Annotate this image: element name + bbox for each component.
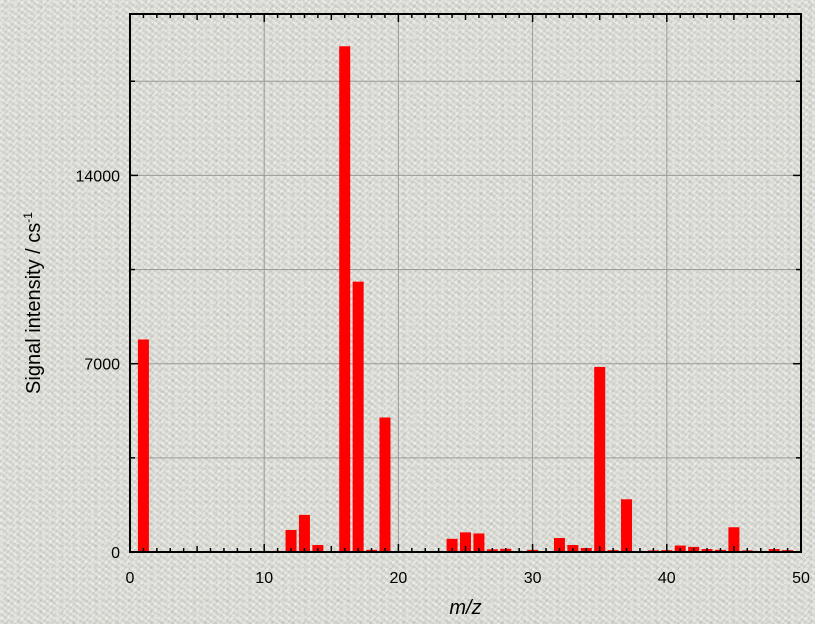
bar-mz-19 [379, 417, 391, 552]
plot-frame [129, 13, 802, 553]
bar-mz-25 [459, 532, 472, 552]
y-axis-label-text: Signal intensity / cs [23, 223, 45, 394]
bar-mz-16 [339, 46, 351, 552]
y-tick-labels: 0 7000 14000 [76, 168, 121, 562]
bar-mz-13 [298, 514, 310, 552]
bar-mz-32 [553, 538, 565, 552]
bar-mz-45 [728, 527, 740, 552]
x-tick-label-50: 50 [792, 570, 810, 587]
x-tick-label-30: 30 [524, 570, 542, 587]
bar-mz-17 [352, 281, 364, 552]
bar-series [137, 46, 794, 552]
bar-mz-37 [621, 499, 633, 552]
x-axis-label: m/z [449, 597, 481, 619]
axis-ticks [129, 14, 802, 553]
grid-lines [130, 14, 801, 552]
y-tick-label-0: 0 [111, 545, 120, 562]
y-tick-label-7000: 7000 [84, 357, 120, 374]
x-tick-labels: 0 10 20 30 40 50 [126, 570, 810, 587]
x-tick-label-10: 10 [255, 570, 273, 587]
x-tick-label-40: 40 [658, 570, 676, 587]
y-tick-label-14000: 14000 [76, 168, 121, 185]
bar-mz-1 [137, 339, 149, 552]
bar-mz-35 [594, 366, 606, 552]
x-tick-label-0: 0 [126, 570, 135, 587]
bar-mz-26 [473, 533, 485, 552]
bar-mz-24 [446, 538, 458, 552]
x-tick-label-20: 20 [390, 570, 408, 587]
y-axis-label: Signal intensity / cs-1 [21, 212, 45, 394]
bar-mz-12 [285, 529, 297, 552]
y-axis-label-superscript: -1 [21, 212, 35, 223]
